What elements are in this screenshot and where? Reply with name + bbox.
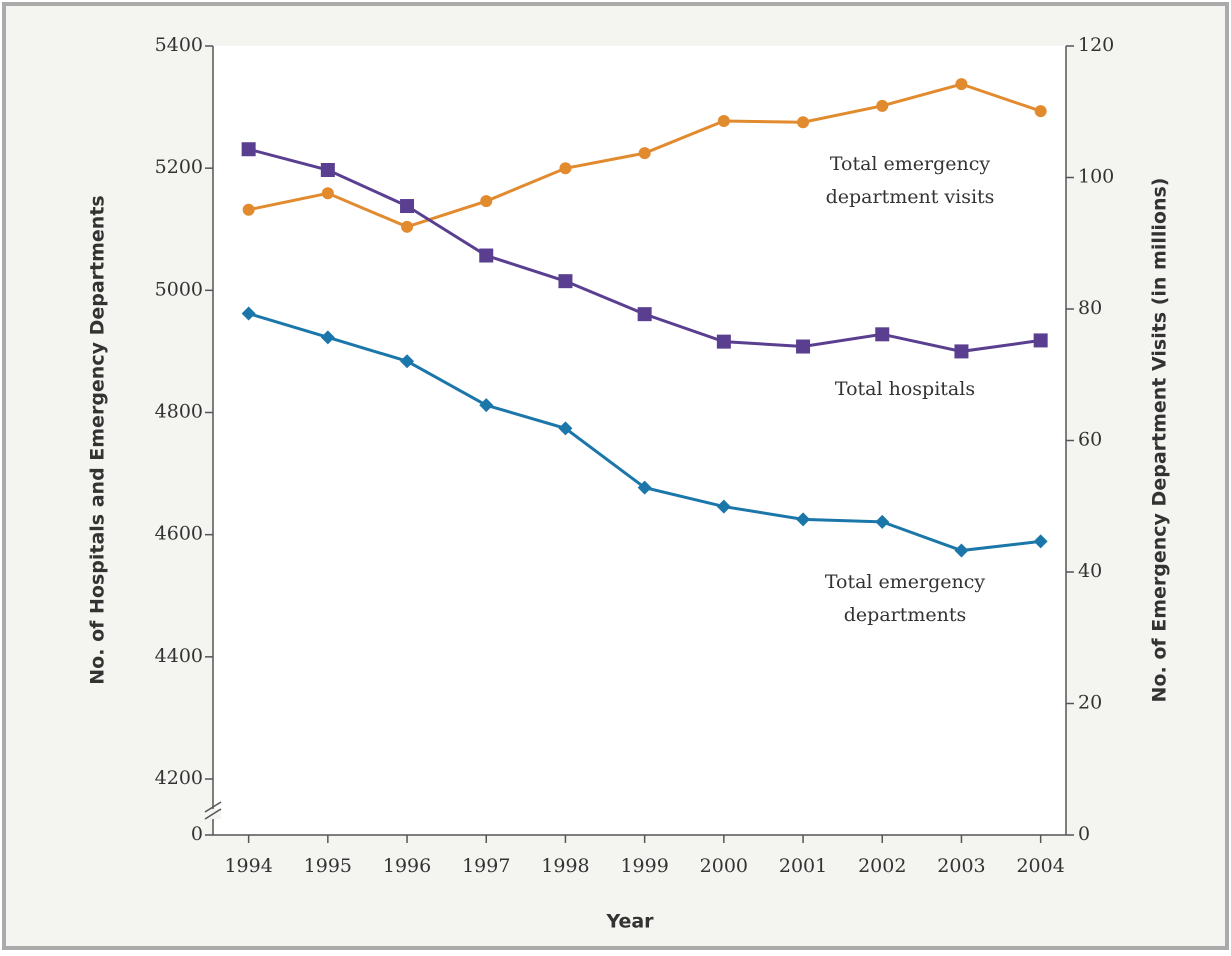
y-axis-title: No. of Hospitals and Emergency Departmen… (87, 195, 109, 684)
marker (637, 307, 652, 322)
series-label: Total emergency (825, 571, 986, 593)
marker (875, 327, 890, 342)
x-tick-label: 1994 (224, 855, 272, 877)
marker (1034, 105, 1047, 118)
marker (875, 514, 890, 529)
y-tick-label: 4200 (155, 767, 203, 789)
marker (320, 162, 335, 177)
y2-tick-label: 60 (1078, 429, 1102, 451)
marker (241, 306, 256, 321)
marker (558, 274, 573, 289)
y-tick-label: 4800 (155, 401, 203, 423)
x-tick-label: 1999 (620, 855, 668, 877)
axis-break-mark (204, 801, 222, 813)
series-label: Total emergency (830, 153, 991, 175)
x-tick-label: 2002 (858, 855, 906, 877)
marker (716, 499, 731, 514)
marker (637, 480, 652, 495)
y2-tick-label: 40 (1078, 560, 1102, 582)
y2-tick-label: 80 (1078, 297, 1102, 319)
y-tick-label: 5400 (155, 34, 203, 56)
y2-tick-label: 20 (1078, 692, 1102, 714)
marker (954, 344, 969, 359)
y-tick-label: 5200 (155, 156, 203, 178)
y-tick-label: 5000 (155, 278, 203, 300)
marker (479, 398, 494, 413)
marker (638, 147, 651, 160)
y2-tick-label: 100 (1078, 166, 1114, 188)
marker (401, 220, 414, 233)
y-tick-label: 0 (191, 823, 203, 845)
marker (1033, 333, 1048, 348)
marker (796, 339, 811, 354)
axis-break-mark (204, 808, 222, 820)
marker (479, 248, 494, 263)
marker (716, 334, 731, 349)
marker (796, 512, 811, 527)
marker (400, 199, 415, 214)
x-tick-label: 1998 (541, 855, 589, 877)
x-tick-label: 1995 (304, 855, 352, 877)
marker (717, 114, 730, 127)
marker (241, 142, 256, 157)
x-tick-label: 2004 (1016, 855, 1064, 877)
x-tick-label: 2003 (937, 855, 985, 877)
series-label: Total hospitals (835, 378, 975, 400)
series-label: department visits (826, 186, 995, 208)
marker (400, 354, 415, 369)
x-axis-title: Year (605, 911, 654, 933)
series-label: departments (844, 604, 967, 626)
marker (797, 116, 810, 129)
x-tick-label: 2001 (779, 855, 827, 877)
x-tick-label: 1997 (462, 855, 510, 877)
y2-tick-label: 0 (1078, 823, 1090, 845)
marker (320, 330, 335, 345)
marker (876, 99, 889, 112)
marker (955, 78, 968, 91)
marker (954, 543, 969, 558)
y-tick-label: 4400 (155, 645, 203, 667)
plot-area (213, 46, 1066, 835)
x-tick-label: 2000 (700, 855, 748, 877)
y2-tick-label: 120 (1078, 34, 1114, 56)
marker (321, 187, 334, 200)
y-tick-label: 4600 (155, 523, 203, 545)
y2-axis-title: No. of Emergency Department Visits (in m… (1149, 178, 1171, 703)
x-tick-label: 1996 (383, 855, 431, 877)
marker (558, 421, 573, 436)
marker (1033, 534, 1048, 549)
marker (559, 162, 572, 175)
marker (242, 203, 255, 216)
marker (480, 195, 493, 208)
